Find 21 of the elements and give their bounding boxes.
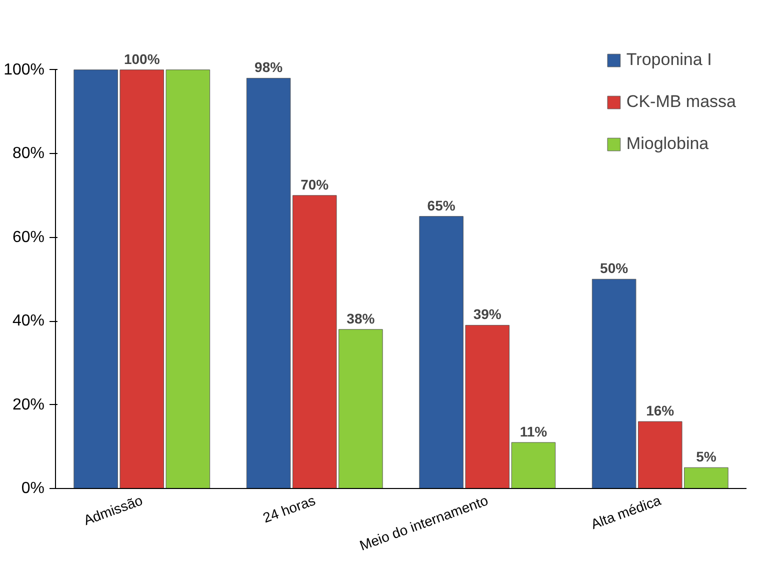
x-tick-label: Alta médica	[588, 492, 664, 532]
data-label: 70%	[300, 176, 330, 192]
x-tick-label: 24 horas	[260, 492, 318, 526]
data-label: 50%	[600, 260, 629, 276]
data-label: 65%	[427, 197, 456, 214]
y-tick-label: 60%	[12, 228, 45, 246]
legend-label: Mioglobina	[626, 134, 709, 154]
legend-label: CK-MB massa	[626, 92, 736, 112]
data-label: 16%	[646, 402, 675, 419]
data-label: 11%	[520, 423, 548, 440]
y-tick-label: 100%	[4, 61, 44, 78]
y-tick-label: 20%	[12, 396, 45, 414]
legend-label: Troponina I	[626, 50, 712, 70]
data-label: 39%	[473, 306, 502, 322]
y-tick-label: 0%	[21, 480, 44, 497]
data-label: 38%	[346, 310, 376, 326]
y-tick-label: 80%	[12, 145, 45, 162]
data-label: 98%	[254, 59, 284, 76]
y-tick-label: 40%	[12, 312, 45, 330]
data-label: 5%	[696, 448, 717, 465]
data-label: 100%	[124, 50, 160, 67]
